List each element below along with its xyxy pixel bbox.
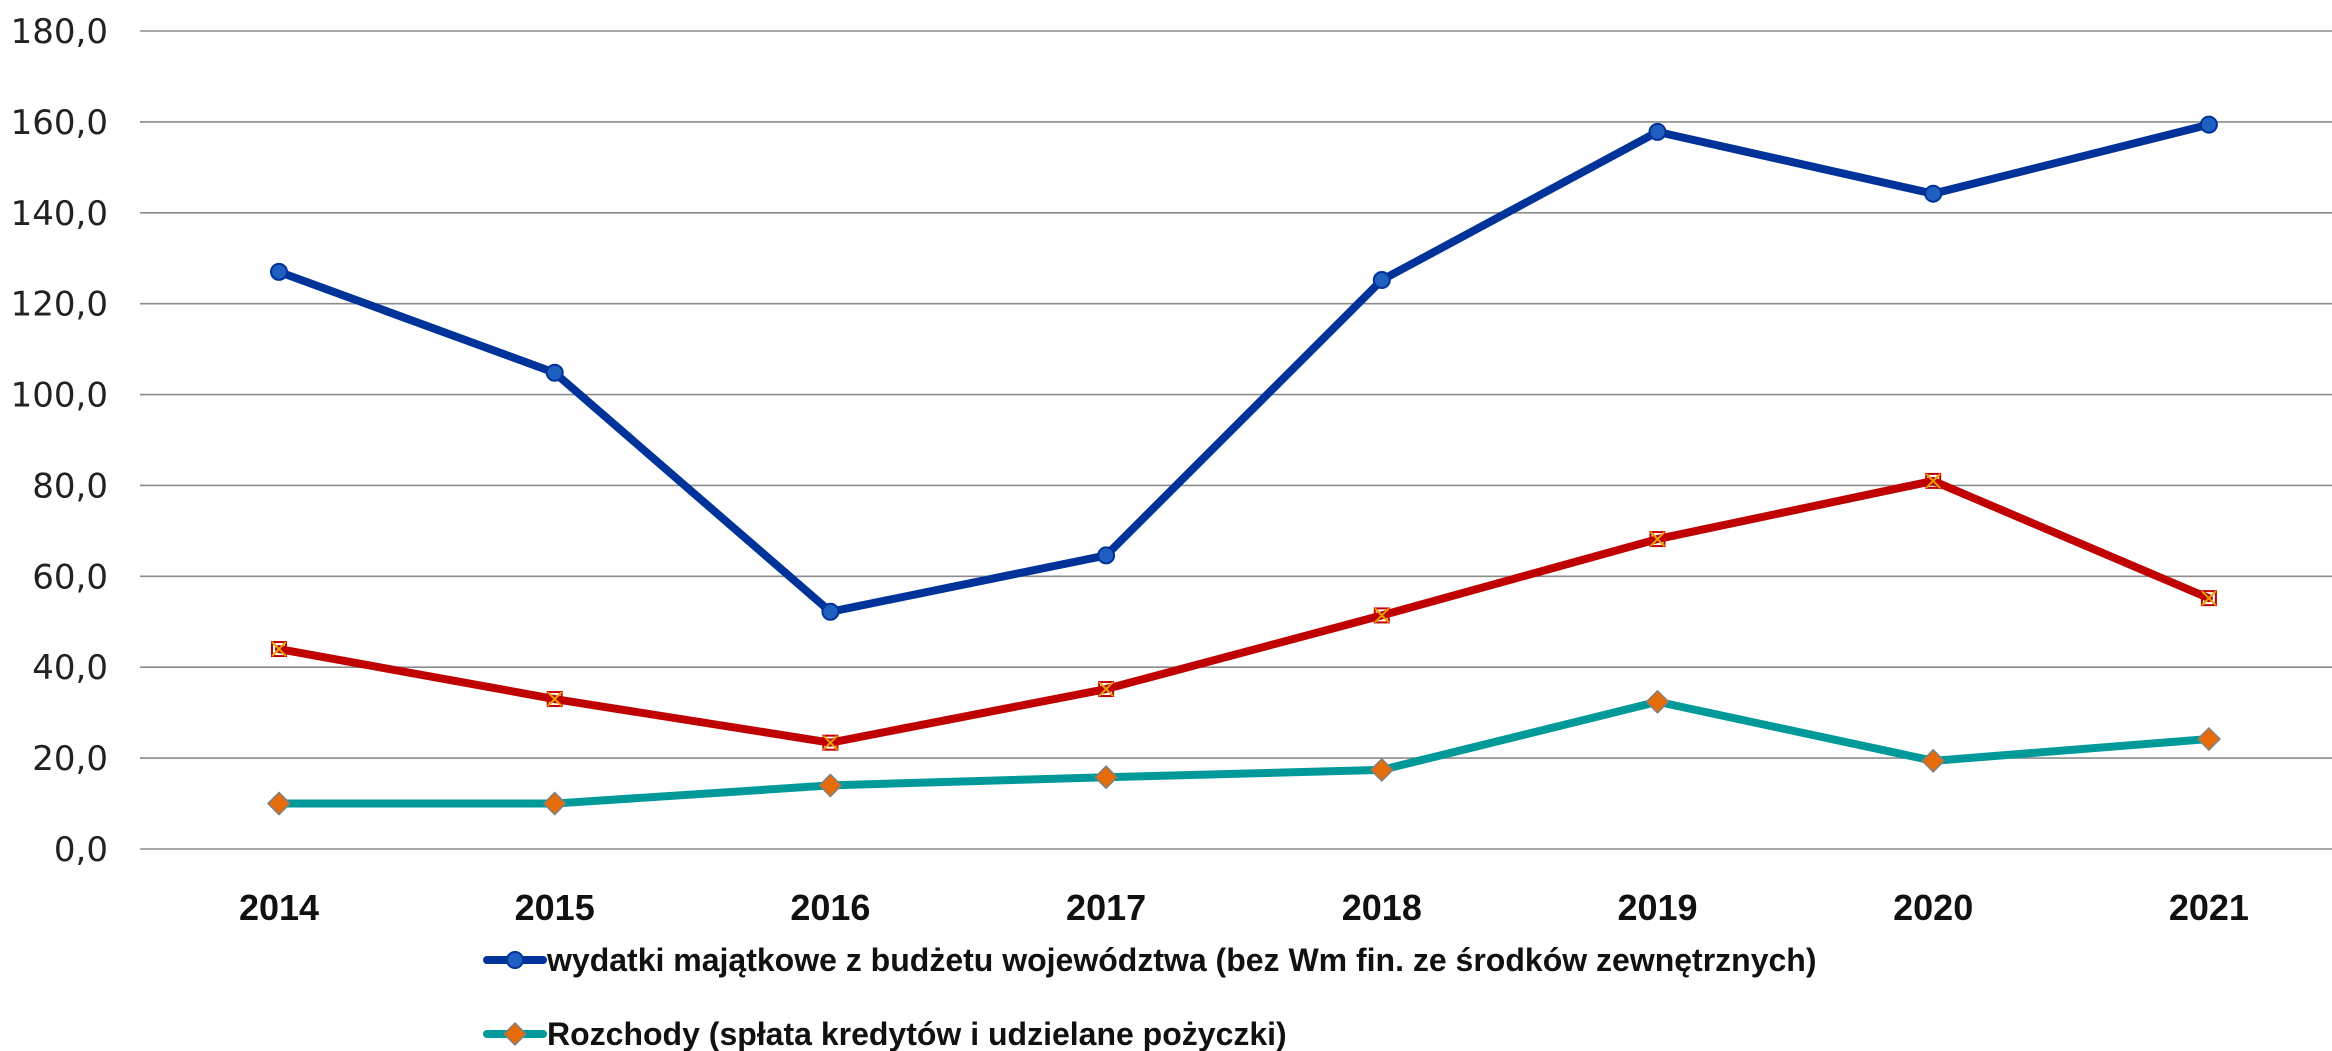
data-point xyxy=(1098,681,1115,698)
y-tick-label: 120,0 xyxy=(11,285,108,325)
legend-label: wydatki majątkowe z budżetu województwa … xyxy=(546,942,1817,978)
y-tick-label: 180,0 xyxy=(11,12,108,52)
data-point xyxy=(266,791,292,816)
data-point xyxy=(1094,765,1119,790)
legend: wydatki majątkowe z budżetu województwa … xyxy=(483,942,1817,1051)
series-line-2 xyxy=(275,476,2213,747)
legend-marker xyxy=(506,951,524,969)
y-tick-label: 0,0 xyxy=(54,830,108,870)
x-axis-tick-labels: 2014 2015 2016 2017 2018 2019 2020 2021 xyxy=(239,887,2249,928)
y-tick-label: 80,0 xyxy=(32,466,108,506)
data-point xyxy=(1645,689,1670,714)
data-point xyxy=(545,363,564,382)
series-lines xyxy=(275,120,2213,808)
x-tick-label: 2021 xyxy=(2169,887,2249,928)
series-line-1 xyxy=(275,120,2213,616)
y-tick-label: 140,0 xyxy=(11,194,108,234)
data-point xyxy=(1648,122,1667,141)
y-tick-label: 100,0 xyxy=(11,376,108,416)
legend-marker xyxy=(502,1021,528,1047)
legend-entry: Rozchody (spłata kredytów i udzielane po… xyxy=(483,1016,1287,1051)
data-point xyxy=(1369,757,1394,782)
data-point xyxy=(822,734,839,751)
data-point xyxy=(542,791,567,816)
data-point xyxy=(2196,726,2221,752)
y-tick-label: 60,0 xyxy=(32,557,108,597)
x-tick-label: 2016 xyxy=(790,887,870,928)
data-point xyxy=(546,691,563,708)
data-point xyxy=(271,641,287,658)
y-tick-label: 40,0 xyxy=(32,648,108,688)
data-point xyxy=(1373,607,1390,624)
data-point xyxy=(818,773,843,798)
x-tick-label: 2018 xyxy=(1342,887,1422,928)
data-point xyxy=(1924,184,1943,203)
data-point xyxy=(821,602,840,621)
y-tick-label: 160,0 xyxy=(11,103,108,143)
legend-label: Rozchody (spłata kredytów i udzielane po… xyxy=(547,1016,1287,1051)
series-markers xyxy=(266,115,2221,816)
y-axis-tick-labels: 0,0 20,0 40,0 60,0 80,0 100,0 120,0 140,0 160,0 1… xyxy=(11,12,108,870)
legend-entry: wydatki majątkowe z budżetu województwa … xyxy=(483,942,1817,978)
data-point xyxy=(2199,115,2218,134)
data-point xyxy=(1097,546,1116,565)
x-tick-label: 2017 xyxy=(1066,887,1146,928)
data-point xyxy=(1925,472,1942,489)
x-tick-label: 2020 xyxy=(1893,887,1973,928)
x-tick-label: 2015 xyxy=(515,887,595,928)
x-tick-label: 2019 xyxy=(1617,887,1697,928)
data-point xyxy=(2200,590,2217,607)
x-tick-label: 2014 xyxy=(239,887,319,928)
data-point xyxy=(1649,531,1666,548)
gridlines xyxy=(140,30,2332,850)
data-point xyxy=(1921,748,1946,773)
series-line-3 xyxy=(275,697,2213,808)
y-tick-label: 20,0 xyxy=(32,739,108,779)
data-point xyxy=(270,262,288,281)
data-point xyxy=(1372,271,1391,290)
